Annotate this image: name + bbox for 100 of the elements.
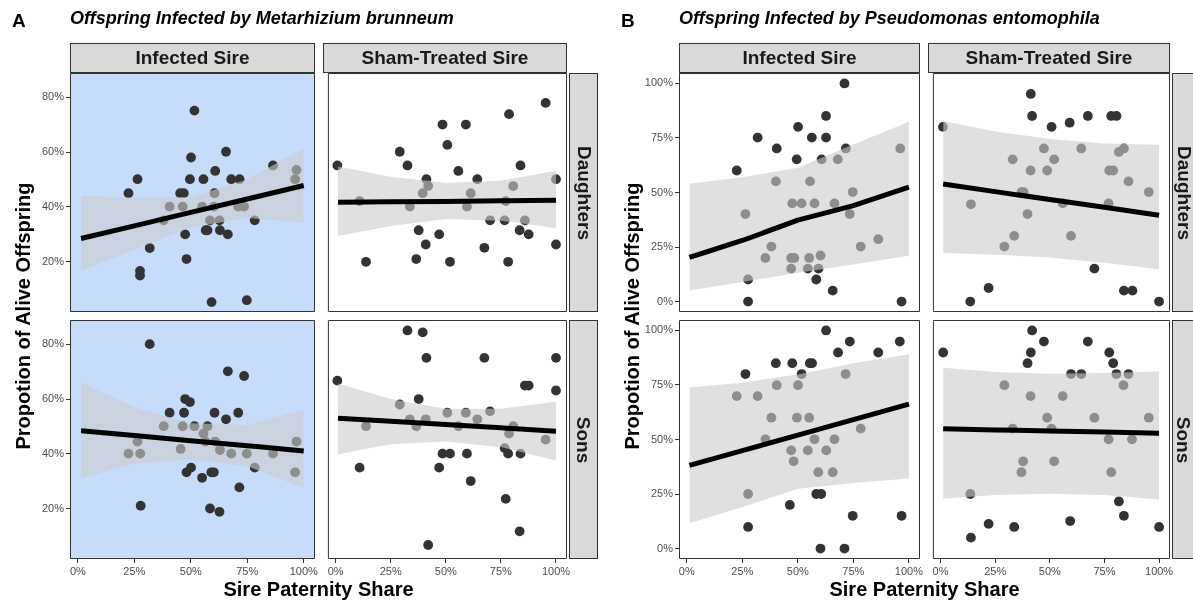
point xyxy=(197,472,207,483)
point xyxy=(1076,369,1087,379)
point xyxy=(503,256,514,267)
point xyxy=(181,254,192,264)
y-tick-label: 50% xyxy=(650,185,674,198)
point xyxy=(226,448,237,459)
point xyxy=(515,160,526,171)
point xyxy=(434,462,445,473)
point xyxy=(792,412,802,423)
point xyxy=(202,421,213,432)
point xyxy=(1049,154,1060,165)
point xyxy=(1127,434,1137,445)
y-tick-label: 100% xyxy=(644,76,674,89)
point xyxy=(793,380,803,391)
point xyxy=(855,241,866,252)
point xyxy=(791,154,802,165)
point xyxy=(740,369,751,379)
point xyxy=(827,285,838,296)
point xyxy=(361,256,371,267)
point xyxy=(479,352,490,363)
point xyxy=(499,215,510,226)
point xyxy=(234,482,245,493)
point xyxy=(540,434,551,445)
point xyxy=(177,421,188,432)
x-tick-label: 50% xyxy=(1038,564,1062,577)
point xyxy=(896,296,907,307)
point xyxy=(394,399,405,410)
point xyxy=(770,176,781,187)
point xyxy=(442,407,453,418)
point xyxy=(731,391,742,402)
point xyxy=(423,181,434,191)
point xyxy=(743,489,753,499)
y-tick-label: 0% xyxy=(657,541,674,554)
point xyxy=(1009,231,1020,241)
point xyxy=(249,215,260,226)
point xyxy=(402,325,413,336)
y-tick-label: 0% xyxy=(657,294,674,307)
point xyxy=(221,146,231,157)
point xyxy=(1143,412,1154,423)
point xyxy=(844,209,855,219)
chart-title: Sham-Treated Sire xyxy=(965,47,1133,69)
point xyxy=(442,139,453,150)
point xyxy=(226,174,237,185)
point xyxy=(855,423,866,434)
y-tick-label: 60% xyxy=(41,392,65,405)
point xyxy=(770,358,781,369)
point xyxy=(1089,263,1100,274)
point xyxy=(291,164,302,175)
point xyxy=(206,297,217,308)
point xyxy=(840,369,851,379)
point xyxy=(815,250,826,261)
point xyxy=(462,448,472,459)
x-tick-label: 50% xyxy=(434,564,458,577)
point xyxy=(1027,325,1038,336)
point xyxy=(1127,285,1138,296)
point xyxy=(752,391,763,402)
point xyxy=(844,336,855,347)
y-tick-label: 100% xyxy=(644,323,674,336)
point xyxy=(999,380,1010,391)
point xyxy=(177,201,188,212)
point xyxy=(214,506,225,517)
point xyxy=(472,174,483,185)
point xyxy=(402,160,413,171)
point xyxy=(847,510,858,521)
point xyxy=(453,166,464,176)
point xyxy=(198,174,209,185)
point xyxy=(839,78,850,89)
point xyxy=(241,448,252,459)
y-tick-label: 25% xyxy=(650,487,674,500)
point xyxy=(813,467,824,478)
point xyxy=(832,154,843,165)
x-tick-label: 75% xyxy=(1093,564,1116,577)
point xyxy=(821,132,831,143)
text: Offspring Infected by Metarhizium brunneum xyxy=(70,8,454,29)
point xyxy=(802,263,813,274)
point xyxy=(1064,117,1075,128)
point xyxy=(332,375,343,386)
point xyxy=(551,352,561,363)
text: B xyxy=(621,10,635,32)
point xyxy=(1089,412,1100,423)
point xyxy=(123,188,134,199)
point xyxy=(215,225,225,236)
point xyxy=(1118,510,1129,521)
point xyxy=(503,448,514,459)
point xyxy=(551,174,561,185)
point xyxy=(222,229,233,240)
x-tick-label: 50% xyxy=(786,564,810,577)
x-tick-label: 25% xyxy=(984,564,1007,577)
point xyxy=(221,414,231,425)
point xyxy=(164,407,175,418)
x-tick-label: 0% xyxy=(327,564,344,577)
x-tick-label: 25% xyxy=(731,564,754,577)
y-tick-label: 50% xyxy=(650,432,674,445)
point xyxy=(1154,296,1164,307)
point xyxy=(234,174,245,185)
point xyxy=(811,274,822,285)
point xyxy=(515,448,526,459)
point xyxy=(434,229,445,240)
point xyxy=(786,445,797,456)
point xyxy=(540,98,551,108)
